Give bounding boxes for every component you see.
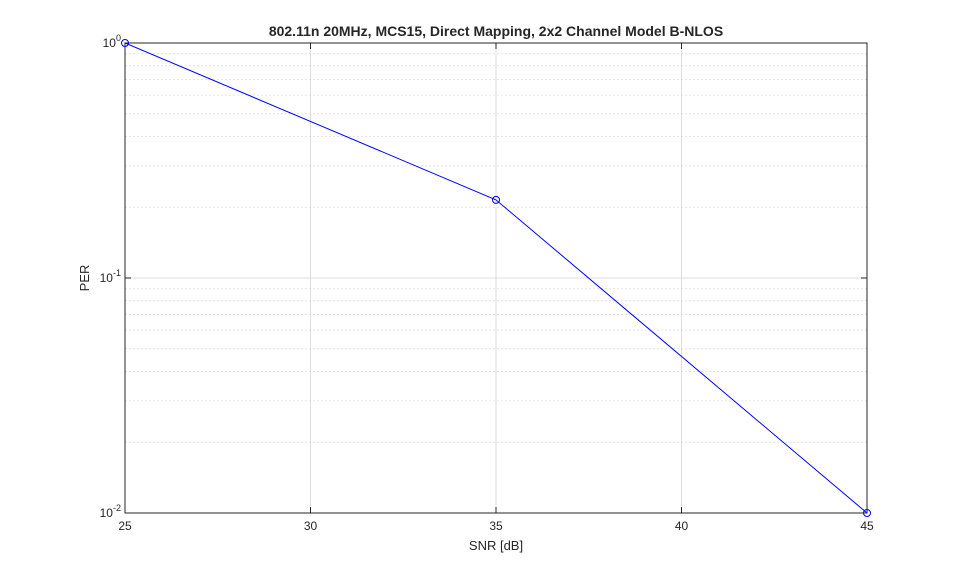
x-tick-label: 45 bbox=[860, 519, 874, 533]
x-tick-label: 25 bbox=[118, 519, 132, 533]
x-tick-label: 30 bbox=[304, 519, 318, 533]
x-tick-label: 35 bbox=[489, 519, 503, 533]
x-tick-label: 40 bbox=[675, 519, 689, 533]
y-tick-label: 10-2 bbox=[100, 503, 121, 520]
tick-layer: 25 30 35 40 45 100 10-1 10-2 bbox=[100, 33, 874, 533]
series-line bbox=[124, 42, 868, 514]
chart-title: 802.11n 20MHz, MCS15, Direct Mapping, 2x… bbox=[269, 23, 723, 39]
series-layer bbox=[121, 39, 871, 517]
data-point bbox=[121, 39, 129, 47]
y-axis-label: PER bbox=[77, 265, 92, 292]
data-point bbox=[492, 195, 500, 204]
data-point bbox=[863, 509, 871, 517]
y-tick-label: 10-1 bbox=[100, 268, 121, 285]
x-axis-label: SNR [dB] bbox=[469, 538, 523, 553]
y-tick-label: 100 bbox=[103, 33, 121, 50]
